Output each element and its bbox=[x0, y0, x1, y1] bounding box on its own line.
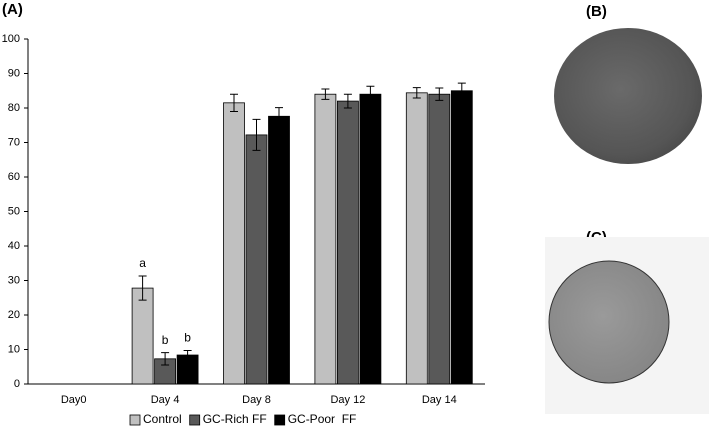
bar bbox=[450, 90, 473, 385]
embryo-image-b bbox=[554, 28, 702, 164]
annotation: b bbox=[162, 333, 169, 347]
error-bar bbox=[366, 85, 375, 103]
error-bar bbox=[457, 82, 466, 99]
error-bar bbox=[252, 118, 261, 151]
y-tick-label: 40 bbox=[8, 240, 20, 252]
y-tick-label: 100 bbox=[2, 33, 20, 45]
error-bar bbox=[343, 93, 352, 109]
y-tick-label: 30 bbox=[8, 274, 20, 286]
legend-swatch bbox=[129, 414, 141, 426]
bar bbox=[428, 93, 451, 385]
error-bar bbox=[161, 352, 170, 366]
x-tick-label: Day 8 bbox=[242, 394, 271, 406]
x-tick-label: Day 12 bbox=[330, 394, 365, 406]
legend-swatch bbox=[189, 414, 201, 426]
error-bar bbox=[183, 350, 192, 361]
annotation: b bbox=[184, 331, 191, 345]
annotation: a bbox=[139, 256, 146, 270]
error-bar bbox=[321, 88, 330, 100]
y-tick-label: 50 bbox=[8, 205, 20, 217]
bar bbox=[336, 100, 359, 385]
bar bbox=[314, 93, 337, 385]
y-tick-label: 20 bbox=[8, 309, 20, 321]
y-tick-label: 90 bbox=[8, 67, 20, 79]
embryo-image-c bbox=[548, 260, 670, 384]
legend-label: GC-Poor FF bbox=[288, 412, 357, 426]
error-bar bbox=[138, 275, 147, 301]
error-bar bbox=[230, 93, 238, 112]
panel-label: (A) bbox=[2, 1, 23, 18]
y-tick-label: 60 bbox=[8, 171, 20, 183]
bar bbox=[223, 102, 245, 385]
bar bbox=[268, 115, 290, 385]
panel-label: (B) bbox=[586, 3, 607, 20]
y-tick-label: 10 bbox=[8, 343, 20, 355]
x-tick-label: Day 4 bbox=[151, 394, 180, 406]
error-bar bbox=[275, 107, 283, 126]
error-bar bbox=[435, 87, 444, 101]
legend-label: GC-Rich FF bbox=[203, 412, 267, 426]
x-tick-label: Day 14 bbox=[422, 394, 457, 406]
legend-swatch bbox=[274, 414, 286, 426]
error-bar bbox=[412, 87, 421, 99]
bar bbox=[131, 287, 154, 385]
y-tick-label: 0 bbox=[14, 378, 20, 390]
legend-label: Control bbox=[143, 412, 182, 426]
bar bbox=[245, 134, 268, 385]
y-tick-label: 70 bbox=[8, 136, 20, 148]
bar bbox=[405, 92, 428, 385]
bar bbox=[359, 93, 382, 385]
y-tick-label: 80 bbox=[8, 102, 20, 114]
x-tick-label: Day0 bbox=[61, 394, 87, 406]
